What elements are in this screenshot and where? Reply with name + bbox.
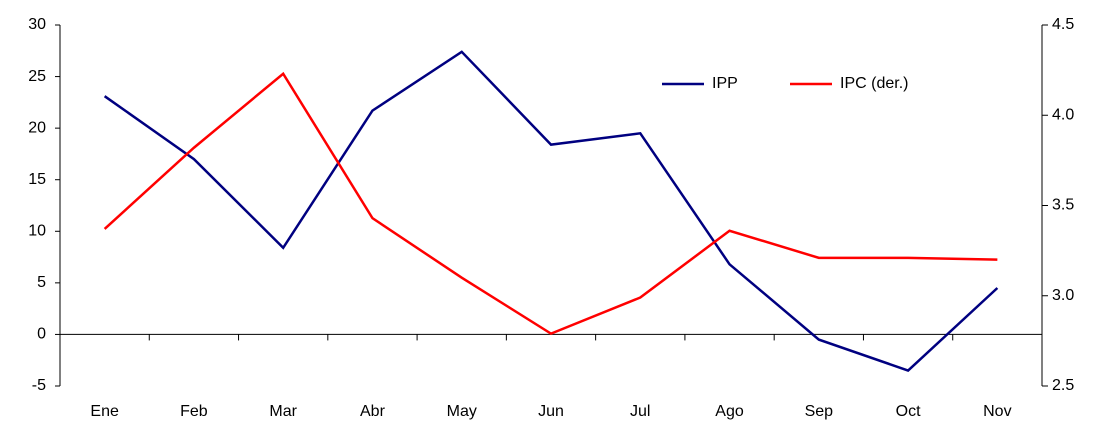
x-tick-label: Ene bbox=[90, 403, 119, 420]
y-tick-label: 0 bbox=[37, 326, 46, 343]
x-tick-label: Nov bbox=[983, 403, 1011, 420]
y2-tick-label: 4.5 bbox=[1052, 16, 1074, 33]
y-tick-label: -5 bbox=[32, 377, 46, 394]
x-tick-label: May bbox=[447, 403, 477, 420]
x-tick-label: Oct bbox=[896, 403, 921, 420]
x-tick-label: Abr bbox=[360, 403, 386, 420]
y-tick-label: 30 bbox=[28, 16, 46, 33]
x-tick-label: Feb bbox=[180, 403, 208, 420]
y2-tick-label: 4.0 bbox=[1052, 106, 1074, 123]
x-tick-label: Ago bbox=[715, 403, 744, 420]
y-tick-label: 25 bbox=[28, 68, 46, 85]
y-tick-label: 10 bbox=[28, 223, 46, 240]
y-tick-label: 20 bbox=[28, 119, 46, 136]
x-tick-label: Mar bbox=[269, 403, 297, 420]
y-tick-label: 15 bbox=[28, 171, 46, 188]
y2-tick-label: 3.5 bbox=[1052, 197, 1074, 214]
series-line bbox=[103, 71, 998, 336]
x-tick-label: Sep bbox=[805, 403, 834, 420]
legend-label: IPC (der.) bbox=[840, 75, 908, 92]
x-tick-label: Jun bbox=[538, 403, 564, 420]
y-tick-label: 5 bbox=[37, 274, 46, 291]
y2-tick-label: 3.0 bbox=[1052, 287, 1074, 304]
series-line bbox=[103, 50, 999, 372]
y2-tick-label: 2.5 bbox=[1052, 377, 1074, 394]
x-tick-label: Jul bbox=[630, 403, 650, 420]
legend-label: IPP bbox=[712, 75, 738, 92]
